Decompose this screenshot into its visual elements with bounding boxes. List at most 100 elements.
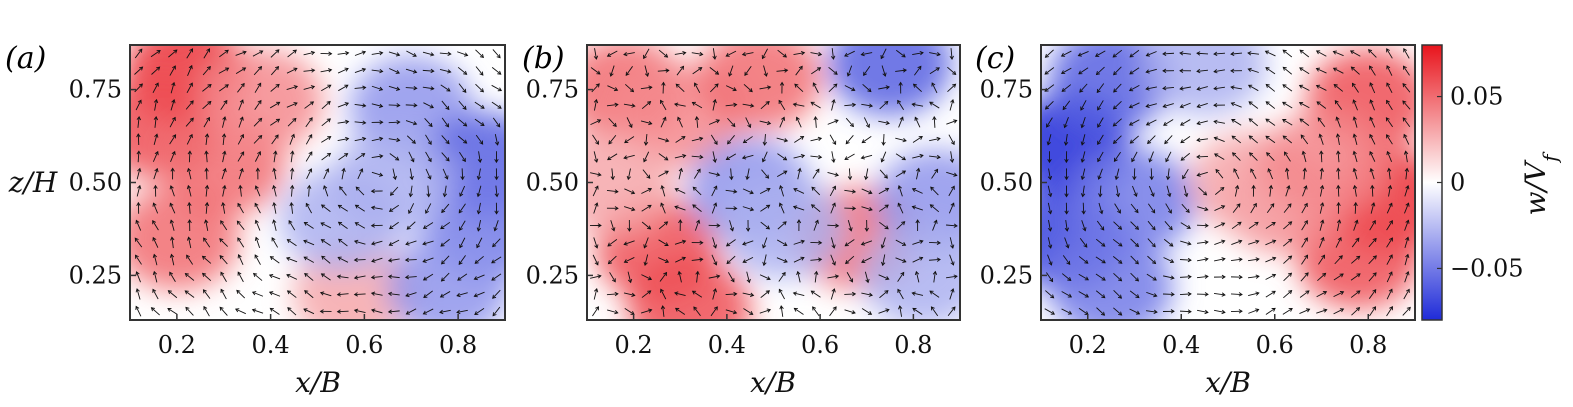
velocity-arrow-head xyxy=(1247,67,1252,73)
velocity-arrow-head xyxy=(1168,209,1172,214)
velocity-arrow-head xyxy=(1336,201,1341,207)
velocity-arrow xyxy=(691,137,703,142)
velocity-arrow xyxy=(829,186,836,197)
velocity-arrow xyxy=(1320,168,1323,180)
velocity-arrow xyxy=(237,237,245,248)
velocity-arrow-head xyxy=(691,290,697,295)
velocity-arrow xyxy=(1350,290,1361,298)
velocity-arrow-head xyxy=(712,98,717,104)
colorbar-tick-label: −0.05 xyxy=(1450,254,1524,282)
velocity-arrow-head xyxy=(1236,203,1241,208)
velocity-arrow xyxy=(355,222,366,229)
velocity-arrow xyxy=(202,101,212,110)
velocity-arrow-head xyxy=(784,68,789,73)
velocity-arrow-head xyxy=(473,276,478,281)
velocity-arrow-head xyxy=(763,72,768,77)
velocity-arrow-head xyxy=(1385,117,1390,122)
velocity-arrow xyxy=(1113,135,1122,144)
velocity-arrow xyxy=(1301,203,1308,214)
velocity-arrow-head xyxy=(1115,193,1121,198)
velocity-arrow-head xyxy=(456,309,461,315)
velocity-arrow xyxy=(371,309,383,314)
velocity-arrow-head xyxy=(1204,206,1209,212)
velocity-arrow-head xyxy=(353,292,358,297)
velocity-arrow xyxy=(912,240,923,245)
velocity-arrow-head xyxy=(254,219,259,224)
velocity-arrow xyxy=(916,168,920,180)
velocity-arrow xyxy=(1316,309,1327,314)
velocity-arrow-head xyxy=(173,49,178,54)
velocity-arrow-head xyxy=(1238,274,1243,280)
velocity-arrow-head xyxy=(1265,83,1270,88)
velocity-arrow xyxy=(810,258,822,261)
velocity-arrow xyxy=(169,117,176,128)
velocity-arrow xyxy=(847,220,852,231)
velocity-arrow xyxy=(844,293,856,295)
velocity-arrow-head xyxy=(660,202,665,207)
velocity-arrow-head xyxy=(1355,237,1360,242)
velocity-arrow-head xyxy=(741,51,747,57)
velocity-arrow xyxy=(1213,86,1226,90)
velocity-arrow-head xyxy=(135,254,139,259)
velocity-arrow xyxy=(1180,152,1191,161)
velocity-arrow-head xyxy=(1303,185,1308,190)
velocity-arrow-head xyxy=(1354,219,1359,224)
velocity-arrow-head xyxy=(442,193,448,198)
velocity-arrow xyxy=(1248,221,1259,229)
velocity-arrow xyxy=(1129,49,1140,58)
velocity-arrow xyxy=(252,291,264,297)
velocity-arrow xyxy=(778,100,786,111)
velocity-arrow xyxy=(948,186,955,197)
velocity-arrow-head xyxy=(276,101,281,106)
velocity-arrow-head xyxy=(831,98,836,104)
velocity-arrow xyxy=(692,102,703,109)
velocity-arrow xyxy=(1319,237,1324,248)
velocity-arrow xyxy=(137,116,140,128)
x-tick-label: 0.2 xyxy=(1069,331,1107,359)
velocity-arrow xyxy=(337,256,349,263)
velocity-arrow xyxy=(222,116,226,128)
velocity-arrow xyxy=(220,100,228,110)
velocity-arrow xyxy=(1078,291,1089,298)
velocity-arrow-head xyxy=(713,140,718,145)
velocity-arrow xyxy=(153,254,158,266)
velocity-arrow xyxy=(1317,117,1326,128)
velocity-arrow xyxy=(303,86,315,90)
velocity-arrow xyxy=(814,271,818,283)
velocity-arrow-head xyxy=(623,259,628,264)
velocity-arrow xyxy=(692,204,702,213)
velocity-arrow xyxy=(237,203,244,214)
velocity-arrow xyxy=(236,290,246,299)
velocity-arrow xyxy=(730,168,733,180)
velocity-arrow xyxy=(708,275,720,279)
velocity-arrow xyxy=(742,188,754,194)
velocity-arrow-head xyxy=(1096,88,1101,94)
velocity-arrow xyxy=(290,168,293,180)
velocity-arrow-head xyxy=(1338,255,1343,260)
velocity-arrow-head xyxy=(1060,70,1066,75)
velocity-arrow-head xyxy=(1356,273,1361,278)
velocity-arrow-head xyxy=(595,140,599,145)
velocity-arrow-head xyxy=(387,291,393,297)
velocity-arrow-head xyxy=(308,168,313,173)
velocity-arrow xyxy=(1046,272,1053,282)
velocity-arrow xyxy=(1147,220,1156,231)
velocity-arrow xyxy=(170,82,175,94)
velocity-arrow xyxy=(624,257,635,263)
velocity-arrow-head xyxy=(464,52,469,57)
velocity-arrow-head xyxy=(664,242,669,246)
velocity-arrow-head xyxy=(303,221,308,226)
velocity-arrow xyxy=(188,151,191,163)
velocity-arrow-head xyxy=(257,99,262,105)
velocity-arrow xyxy=(1351,307,1360,316)
velocity-arrow xyxy=(643,48,650,59)
velocity-arrow-head xyxy=(379,103,384,108)
velocity-arrow xyxy=(725,309,737,314)
velocity-arrow xyxy=(1368,49,1377,58)
velocity-arrow-head xyxy=(286,239,291,243)
velocity-arrow xyxy=(897,289,904,300)
velocity-arrow-head xyxy=(405,241,410,246)
velocity-arrow-head xyxy=(1303,202,1308,207)
velocity-arrow-head xyxy=(699,136,704,141)
velocity-arrow xyxy=(641,204,652,212)
